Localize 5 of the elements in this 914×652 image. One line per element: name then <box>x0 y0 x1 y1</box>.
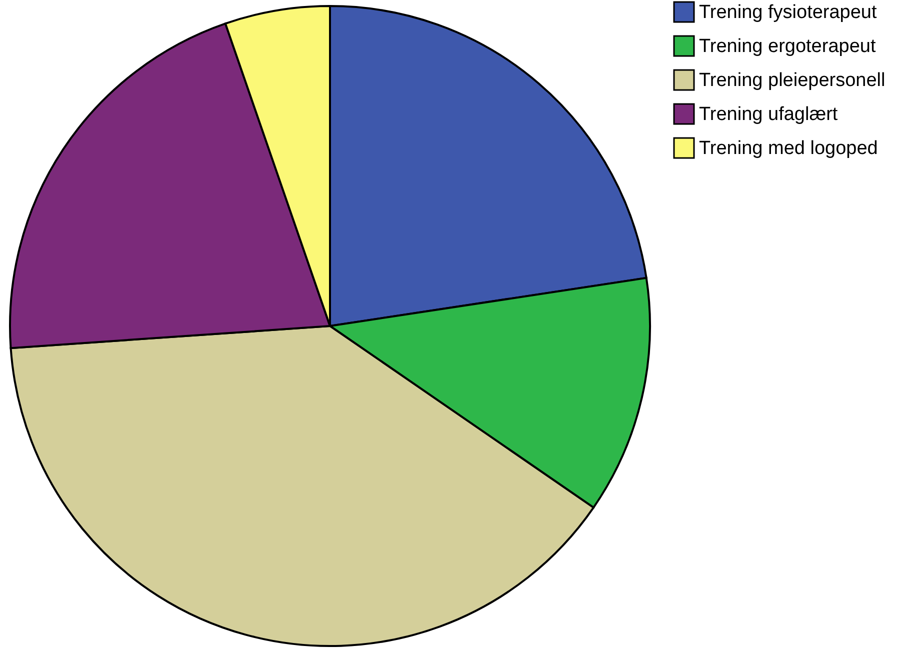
legend-label: Trening med logoped <box>699 138 878 159</box>
legend-label: Trening ufaglært <box>699 104 838 125</box>
legend-label: Trening fysioterapeut <box>699 2 878 23</box>
legend-label: Trening ergoterapeut <box>699 36 876 57</box>
legend-label: Trening pleiepersonell <box>699 70 886 91</box>
